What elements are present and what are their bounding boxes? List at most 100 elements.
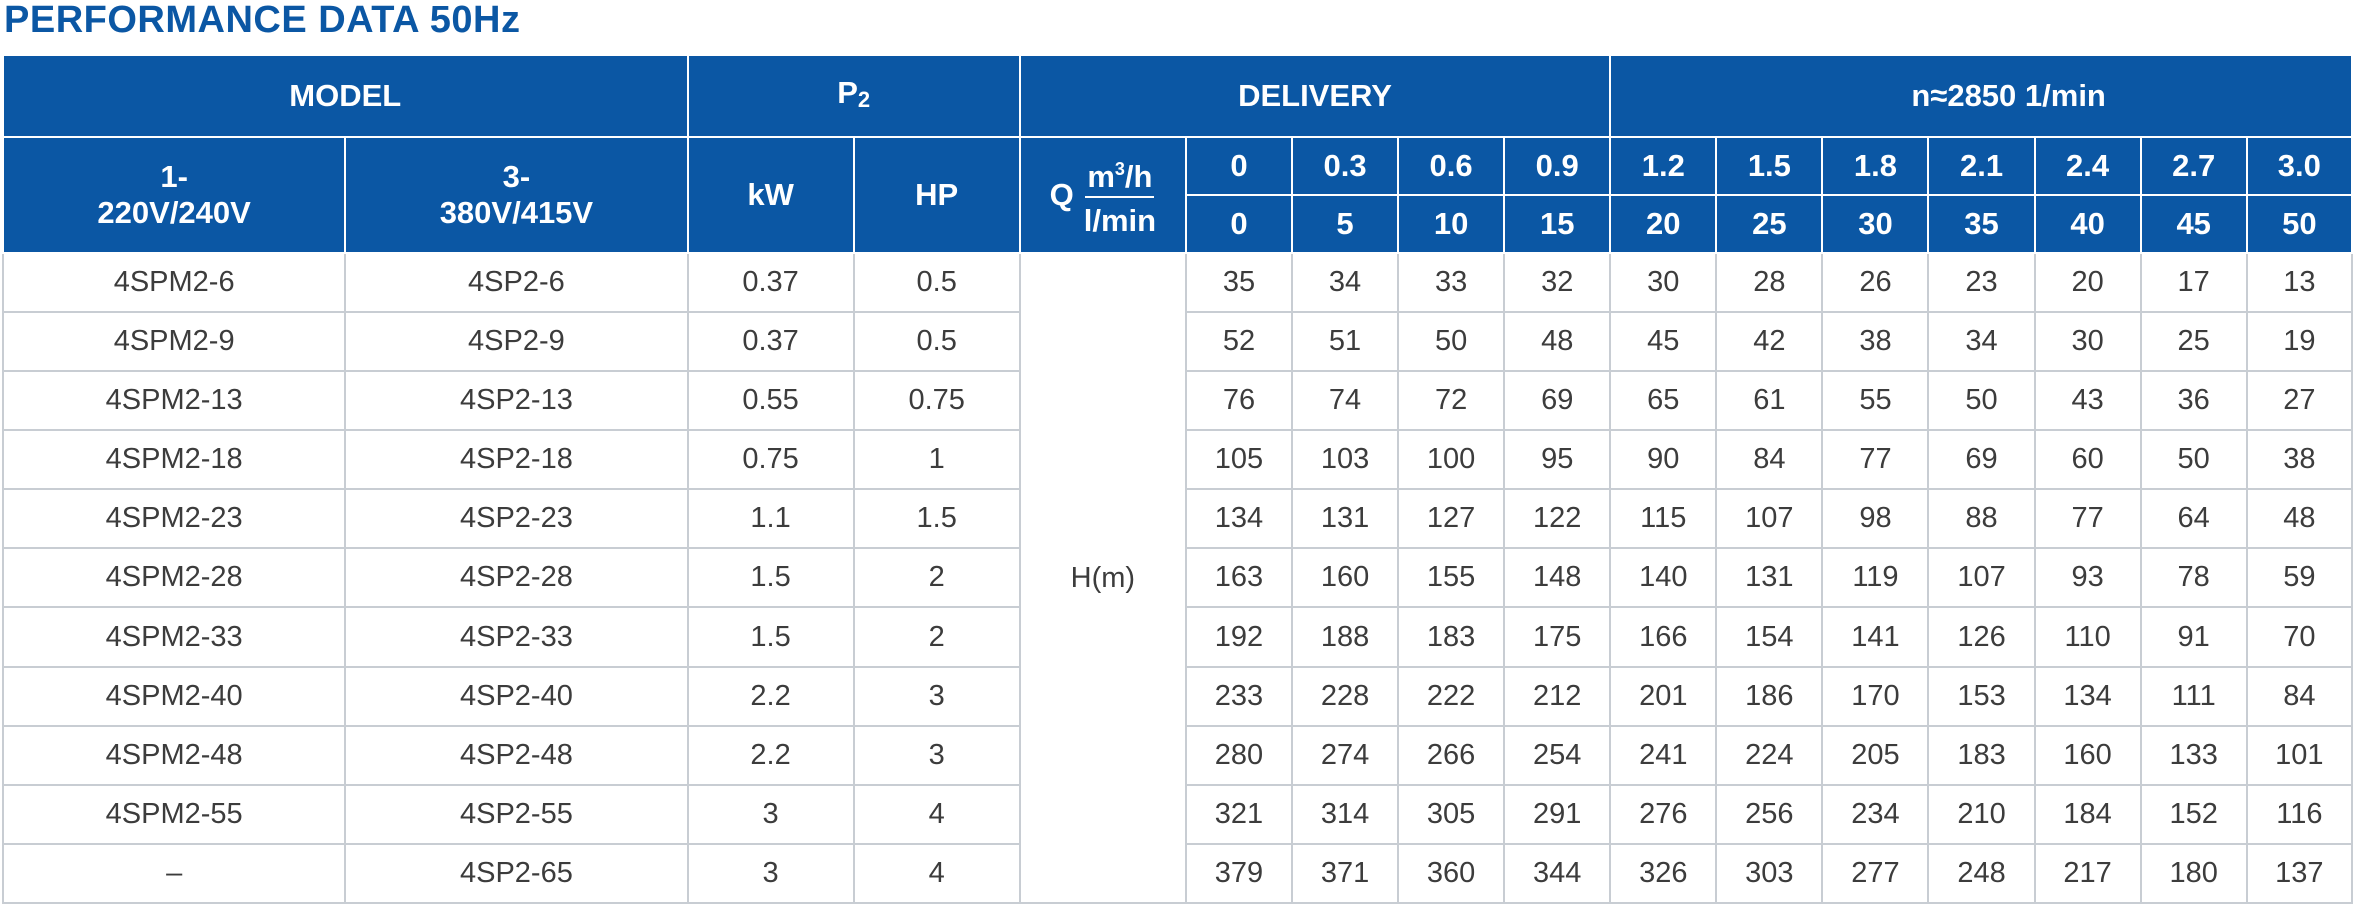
head-value-cell: 140 [1609,547,1718,609]
head-value-cell: 256 [1715,783,1824,845]
head-value-cell: 105 [1184,429,1293,491]
head-value-cell: 76 [1184,370,1293,432]
hp-cell: 0.5 [852,251,1021,314]
kw-header: kW [686,136,855,254]
head-value-cell: 50 [2139,429,2248,491]
head-value-cell: 119 [1821,547,1930,609]
hp-cell: 4 [852,783,1021,845]
flow-lmin-header: 40 [2033,194,2142,254]
head-value-cell: 277 [1821,842,1930,905]
head-value-cell: 91 [2139,606,2248,668]
kw-cell: 3 [686,842,855,905]
head-value-cell: 69 [1927,429,2036,491]
kw-cell: 1.5 [686,606,855,668]
head-value-cell: 183 [1927,724,2036,786]
three-phase-line1: 3- [502,159,531,194]
flow-lmin-header: 10 [1397,194,1506,254]
hp-cell: 3 [852,665,1021,727]
head-value-cell: 26 [1821,251,1930,314]
flow-m3h-header: 1.5 [1715,136,1824,196]
three-phase-model-cell: 4SP2-55 [344,783,689,845]
flow-unit-header: Q m3/h l/min [1018,136,1187,254]
head-value-cell: 201 [1609,665,1718,727]
head-value-cell: 78 [2139,547,2248,609]
flow-lmin-header: 25 [1715,194,1824,254]
head-value-cell: 131 [1290,488,1400,550]
single-phase-model-cell: 4SPM2-18 [1,429,347,491]
head-value-cell: 88 [1927,488,2036,550]
p2-label: P [837,74,858,110]
head-value-cell: 98 [1821,488,1930,550]
flow-lmin-header: 0 [1184,194,1293,254]
single-phase-model-cell: 4SPM2-23 [1,488,347,550]
head-value-cell: 51 [1290,311,1400,373]
page-title: PERFORMANCE DATA 50Hz [4,0,521,41]
head-value-cell: 163 [1184,547,1293,609]
head-value-cell: 36 [2139,370,2248,432]
head-value-cell: 50 [1927,370,2036,432]
table-row: 4SPM2-28 4SP2-28 1.5 2 163 160 155 148 140 131 119… [1,547,2354,609]
table-row: 4SPM2-48 4SP2-48 2.2 3 280 274 266 254 241 224 205… [1,724,2354,786]
head-value-cell: 107 [1927,547,2036,609]
single-phase-line2: 220V/240V [97,195,251,230]
head-value-cell: 19 [2245,311,2354,373]
head-value-cell: 184 [2033,783,2142,845]
head-value-cell: 234 [1821,783,1930,845]
head-value-cell: 93 [2033,547,2142,609]
head-value-cell: 84 [1715,429,1824,491]
head-value-cell: 228 [1290,665,1400,727]
head-value-cell: 344 [1503,842,1612,905]
head-value-cell: 371 [1290,842,1400,905]
head-value-cell: 134 [1184,488,1293,550]
single-phase-model-cell: 4SPM2-33 [1,606,347,668]
single-phase-model-cell: 4SPM2-6 [1,251,347,314]
head-value-cell: 65 [1609,370,1718,432]
flow-lmin-header: 45 [2139,194,2248,254]
head-value-cell: 254 [1503,724,1612,786]
head-label-cell: H(m) [1018,252,1187,904]
single-phase-header: 1- 220V/240V [1,136,347,254]
head-value-cell: 126 [1927,606,2036,668]
hp-cell: 0.75 [852,370,1021,432]
head-value-cell: 13 [2245,251,2354,314]
three-phase-model-cell: 4SP2-65 [344,842,689,905]
three-phase-model-cell: 4SP2-6 [344,251,689,314]
three-phase-model-cell: 4SP2-9 [344,311,689,373]
kw-cell: 0.55 [686,370,855,432]
hp-cell: 0.5 [852,311,1021,373]
head-value-cell: 48 [2245,488,2354,550]
flow-m3h-header: 0.3 [1290,136,1400,196]
table-row: 4SPM2-23 4SP2-23 1.1 1.5 134 131 127 122 115 107 9… [1,488,2354,550]
head-value-cell: 133 [2139,724,2248,786]
head-value-cell: 217 [2033,842,2142,905]
head-value-cell: 107 [1715,488,1824,550]
head-value-cell: 69 [1503,370,1612,432]
head-value-cell: 34 [1927,311,2036,373]
flow-m3h-header: 2.7 [2139,136,2248,196]
flow-lmin-header: 5 [1290,194,1400,254]
q-label: Q [1049,177,1074,212]
head-value-cell: 280 [1184,724,1293,786]
single-phase-model-cell: 4SPM2-13 [1,370,347,432]
flow-m3h-header: 0.9 [1503,136,1612,196]
head-value-cell: 90 [1609,429,1718,491]
head-value-cell: 192 [1184,606,1293,668]
head-value-cell: 70 [2245,606,2354,668]
head-value-cell: 160 [1290,547,1400,609]
head-value-cell: 305 [1397,783,1506,845]
head-value-cell: 74 [1290,370,1400,432]
kw-cell: 1.5 [686,547,855,609]
table-row: 4SPM2-40 4SP2-40 2.2 3 233 228 222 212 201 186 170… [1,665,2354,727]
speed-header: n≈2850 1/min [1609,54,2353,138]
head-value-cell: 122 [1503,488,1612,550]
flow-lmin-header: 35 [1927,194,2036,254]
head-value-cell: 42 [1715,311,1824,373]
head-value-cell: 103 [1290,429,1400,491]
head-value-cell: 55 [1821,370,1930,432]
table-row: 4SPM2-55 4SP2-55 3 4 321 314 305 291 276 256 234 21… [1,783,2354,845]
kw-cell: 2.2 [686,724,855,786]
p2-header: P2 [686,54,1021,138]
single-phase-model-cell: – [1,842,347,905]
three-phase-model-cell: 4SP2-48 [344,724,689,786]
head-value-cell: 84 [2245,665,2354,727]
